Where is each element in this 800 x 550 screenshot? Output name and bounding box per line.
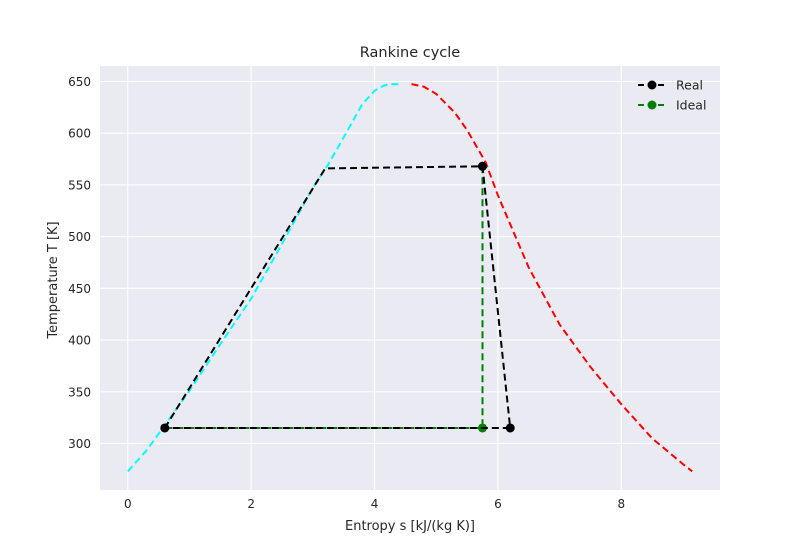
legend: Real Ideal — [638, 78, 706, 113]
grid — [100, 66, 720, 490]
y-tick-label: 300 — [68, 437, 91, 451]
series-line-ideal — [164, 166, 484, 429]
y-tick-label: 400 — [68, 334, 91, 348]
data-point-real — [477, 161, 487, 171]
tick-labels: 0 2 4 6 8 300 350 400 450 500 550 600 650 — [68, 75, 625, 511]
y-tick-label: 650 — [68, 75, 91, 89]
x-tick-label: 0 — [124, 497, 132, 511]
plot-background — [100, 66, 720, 490]
saturated-vapor-line — [411, 83, 693, 473]
x-tick-label: 6 — [494, 497, 502, 511]
y-tick-label: 450 — [68, 282, 91, 296]
legend-ideal-marker — [647, 100, 657, 110]
y-axis-label: Temperature T [K] — [46, 221, 61, 339]
data-point-real — [505, 423, 515, 433]
y-tick-label: 350 — [68, 385, 91, 399]
legend-real-marker — [647, 80, 657, 90]
x-tick-label: 2 — [247, 497, 255, 511]
x-tick-label: 4 — [371, 497, 379, 511]
legend-ideal-label: Ideal — [676, 98, 706, 113]
legend-real-label: Real — [676, 78, 703, 93]
x-tick-label: 8 — [617, 497, 625, 511]
data-point-real — [160, 423, 170, 433]
y-tick-label: 500 — [68, 230, 91, 244]
chart-title: Rankine cycle — [360, 45, 461, 61]
x-axis-label: Entropy s [kJ/(kg K)] — [345, 519, 475, 534]
series-lines — [160, 161, 515, 433]
y-tick-label: 600 — [68, 127, 91, 141]
y-tick-label: 550 — [68, 178, 91, 192]
